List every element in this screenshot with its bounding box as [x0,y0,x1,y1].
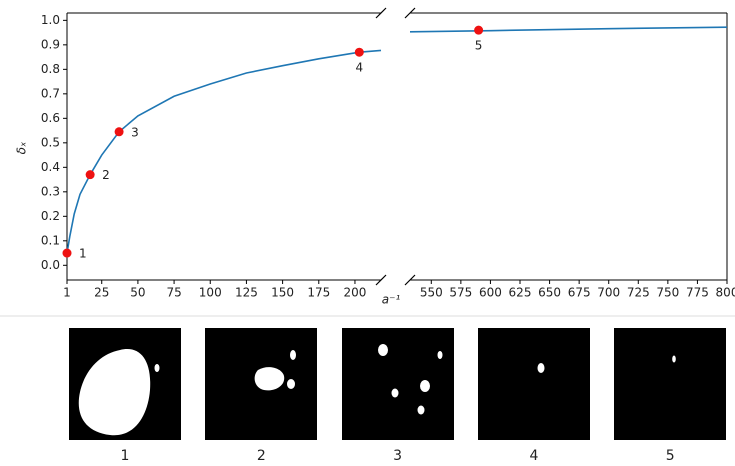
x-tick-label: 200 [344,286,367,300]
x-tick-label: 725 [627,286,650,300]
y-axis-label: δₓ [15,142,29,155]
marker [63,249,72,258]
x-tick-label: 700 [597,286,620,300]
point-label: 4 [355,61,363,75]
point-label: 2 [102,168,110,182]
x-tick-label: 50 [130,286,145,300]
x-tick-label: 600 [479,286,502,300]
point-label: 1 [79,247,87,261]
y-tick-label: 0.7 [41,86,60,100]
curve [410,27,727,32]
x-tick-label: 25 [94,286,109,300]
y-tick-label: 0.0 [41,258,60,272]
thumbnail-label: 2 [257,448,266,464]
x-tick-label: 775 [686,286,709,300]
point-label: 3 [131,125,139,139]
thumbnail-label: 4 [529,448,538,464]
x-tick-label: 175 [307,286,330,300]
y-tick-label: 0.5 [41,135,60,149]
x-tick-label: 625 [509,286,532,300]
y-tick-label: 0.8 [41,62,60,76]
x-tick-label: 150 [271,286,294,300]
y-tick-label: 1.0 [41,13,60,27]
marker [474,26,483,35]
marker [86,170,95,179]
x-axis-label: a⁻¹ [382,293,401,307]
marker [355,48,364,57]
x-tick-label: 650 [538,286,561,300]
point-label: 5 [475,39,483,53]
x-tick-label: 575 [449,286,472,300]
curve [67,50,381,253]
thumbnail-label: 1 [121,448,130,464]
y-tick-label: 0.6 [41,111,60,125]
x-tick-label: 75 [166,286,181,300]
thumbnail-images [69,328,726,440]
y-tick-label: 0.2 [41,209,60,223]
figure: δₓ a⁻¹ 0.0 0.1 0.2 0.3 0.4 0.5 0.6 0.7 0.8 0.9 1.0… [0,0,735,466]
x-tick-label: 750 [656,286,679,300]
x-tick-label: 800 [716,286,735,300]
y-tick-label: 0.1 [41,233,60,247]
y-tick-label: 0.9 [41,37,60,51]
axis-break [376,8,415,285]
x-tick-label: 100 [199,286,222,300]
y-tick-label: 0.3 [41,184,60,198]
x-tick-label: 125 [235,286,258,300]
thumbnail-label: 5 [666,448,675,464]
x-tick-label: 1 [63,286,71,300]
x-tick-label: 550 [420,286,443,300]
marker [115,127,124,136]
thumbnail-label: 3 [393,448,402,464]
y-tick-label: 0.4 [41,160,60,174]
x-tick-label: 675 [568,286,591,300]
